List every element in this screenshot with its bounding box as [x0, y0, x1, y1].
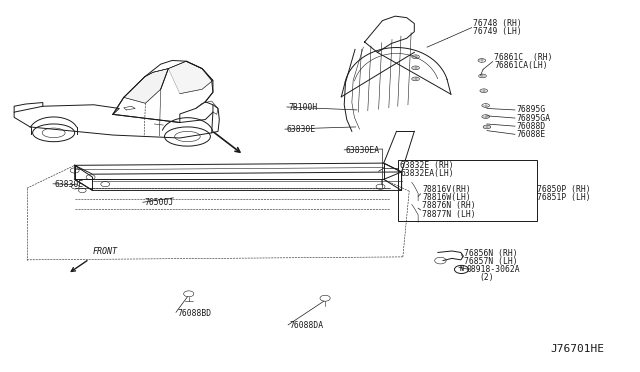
Ellipse shape	[175, 131, 200, 142]
Text: (2): (2)	[479, 273, 494, 282]
Text: 63830E: 63830E	[54, 180, 84, 189]
Text: 76088DA: 76088DA	[289, 321, 324, 330]
Text: 78816V(RH): 78816V(RH)	[422, 185, 470, 194]
Ellipse shape	[412, 55, 419, 59]
Text: J76701HE: J76701HE	[550, 344, 605, 354]
Text: 76850P (RH): 76850P (RH)	[537, 185, 590, 194]
Ellipse shape	[412, 77, 419, 81]
Ellipse shape	[482, 104, 490, 108]
Ellipse shape	[33, 124, 75, 142]
Text: 63832EA(LH): 63832EA(LH)	[400, 169, 454, 178]
Text: 76500J: 76500J	[144, 199, 173, 208]
Ellipse shape	[482, 115, 490, 118]
Bar	[397, 160, 537, 221]
Text: 76856N (RH): 76856N (RH)	[464, 249, 518, 258]
Text: 76895G: 76895G	[516, 105, 545, 115]
Ellipse shape	[164, 127, 211, 146]
Text: 76748 (RH): 76748 (RH)	[473, 19, 522, 28]
Ellipse shape	[480, 89, 488, 93]
Text: 76088E: 76088E	[516, 130, 545, 139]
Ellipse shape	[412, 66, 419, 70]
Text: 7B100H: 7B100H	[288, 103, 317, 112]
Text: 63830EA: 63830EA	[346, 146, 380, 155]
Text: 76861C  (RH): 76861C (RH)	[494, 53, 552, 62]
Ellipse shape	[478, 59, 486, 62]
Polygon shape	[124, 68, 168, 103]
Text: 78816W(LH): 78816W(LH)	[422, 193, 470, 202]
Text: 76857N (LH): 76857N (LH)	[464, 257, 518, 266]
Text: 63832E (RH): 63832E (RH)	[400, 161, 454, 170]
Text: 63830E: 63830E	[286, 125, 316, 134]
Text: 76861CA(LH): 76861CA(LH)	[494, 61, 548, 70]
Polygon shape	[168, 61, 213, 94]
Text: 78877N (LH): 78877N (LH)	[422, 209, 476, 219]
Ellipse shape	[479, 74, 486, 78]
Text: 76895GA: 76895GA	[516, 113, 550, 122]
Text: 76088D: 76088D	[516, 122, 545, 131]
Text: FRONT: FRONT	[93, 247, 118, 256]
Ellipse shape	[42, 128, 65, 138]
Ellipse shape	[483, 125, 491, 129]
Text: 78876N (RH): 78876N (RH)	[422, 201, 476, 211]
Text: 76851P (LH): 76851P (LH)	[537, 193, 590, 202]
Text: 76749 (LH): 76749 (LH)	[473, 27, 522, 36]
Text: 76088BD: 76088BD	[177, 308, 211, 318]
Text: N: N	[460, 266, 463, 272]
Text: 08918-3062A: 08918-3062A	[467, 265, 520, 274]
